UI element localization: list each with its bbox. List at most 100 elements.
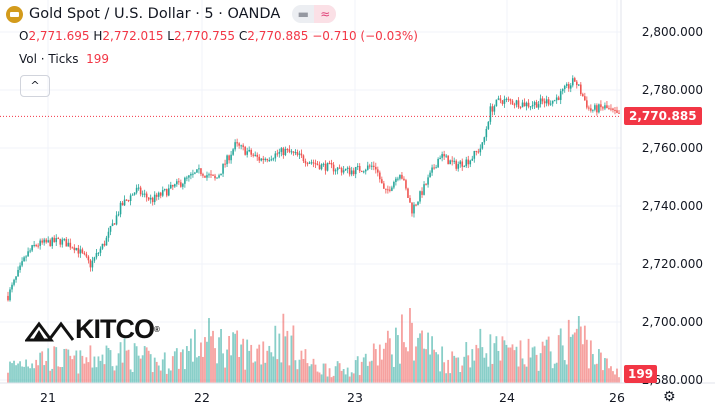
candle-body (606, 105, 608, 109)
candle-body (437, 158, 439, 168)
volume-bar (163, 352, 166, 383)
volume-bar (165, 373, 168, 383)
volume-bar (437, 354, 440, 383)
candle-body (35, 244, 37, 246)
volume-bar (266, 350, 269, 383)
candle-body (395, 178, 397, 183)
volume-bar (384, 342, 387, 383)
x-tick-label: 23 (347, 390, 363, 405)
candle-body (55, 238, 58, 243)
volume-bar (354, 360, 357, 383)
candle-body (182, 183, 184, 187)
candle-body (489, 106, 492, 122)
candle-body (216, 177, 218, 179)
line-style-icon[interactable]: ▬ (297, 7, 309, 21)
volume-bar (589, 340, 592, 383)
volume-bar (254, 361, 257, 383)
candle-body (141, 193, 144, 195)
candle-body (521, 102, 524, 108)
candle-body (266, 158, 269, 161)
candle-body (535, 102, 538, 108)
candle-body (304, 161, 307, 164)
volume-bar (587, 368, 590, 383)
volume-bar (300, 350, 303, 383)
volume-bar (97, 356, 100, 383)
volume-bar (604, 358, 606, 383)
candle-body (159, 192, 162, 196)
candle-body (377, 169, 379, 173)
candle-body (573, 78, 576, 82)
volume-bar (242, 338, 245, 383)
candle-body (461, 161, 464, 167)
candle-body (383, 183, 385, 189)
volume-bar (151, 372, 154, 383)
volume-bar (573, 332, 576, 383)
candle-body (389, 189, 391, 191)
y-tick-label: 2,740.000 (641, 199, 703, 213)
volume-bar (443, 362, 446, 383)
candle-body (39, 240, 41, 246)
volume-bar (409, 308, 411, 383)
candle-body (286, 148, 289, 150)
candle-body (188, 175, 190, 178)
volume-bar (403, 342, 405, 383)
volume-bar (252, 362, 255, 383)
volume-bar (161, 359, 164, 383)
candle-body (228, 155, 230, 161)
volume-bar (314, 364, 317, 383)
volume-bar (585, 339, 588, 383)
volume-bar (189, 338, 192, 383)
candle-body (41, 240, 43, 243)
volume-bar (302, 359, 305, 383)
symbol-header[interactable]: Gold Spot / U.S. Dollar · 5 · OANDA ▬ ≈ (6, 5, 337, 23)
candle-body (306, 163, 309, 165)
volume-bar (455, 357, 458, 383)
candle-body (604, 105, 606, 109)
volume-bar (87, 362, 90, 383)
candle-body (425, 184, 427, 186)
candle-body (366, 165, 369, 170)
volume-bar (210, 336, 212, 383)
volume-bar (417, 337, 419, 383)
candle-body (533, 102, 536, 106)
candle-body (423, 184, 425, 195)
candle-body (93, 257, 96, 261)
candle-body (411, 202, 413, 214)
candle-body (375, 166, 377, 170)
volume-bar (511, 344, 514, 383)
candle-body (336, 167, 339, 171)
candle-body (575, 81, 578, 86)
candle-body (161, 190, 164, 196)
high-value: 2,772.015 (102, 29, 164, 43)
volume-bar (11, 363, 13, 383)
candle-body (463, 166, 466, 168)
volume-bar (507, 347, 510, 383)
candle-body (17, 269, 19, 277)
candle-body (471, 158, 474, 161)
volume-bar (280, 362, 283, 383)
candle-body (433, 167, 435, 169)
volume-bar (600, 352, 602, 383)
candle-body (214, 175, 216, 179)
collapse-legend-button[interactable]: ^ (20, 75, 50, 97)
candle-body (415, 204, 417, 206)
volume-bar (352, 373, 355, 383)
chart-style-toggle[interactable]: ▬ ≈ (292, 5, 337, 23)
ohlc-legend: O2,771.695 H2,772.015 L2,770.755 C2,770.… (19, 29, 418, 43)
candle-body (318, 165, 321, 170)
volume-bar (531, 347, 534, 383)
volume-bar (519, 340, 522, 383)
wave-style-icon[interactable]: ≈ (314, 5, 337, 23)
candle-body (439, 157, 441, 159)
settings-icon[interactable]: ⚙ (663, 389, 676, 405)
x-tick-label: 21 (40, 390, 56, 405)
volume-bar (216, 363, 218, 383)
candle-body (123, 199, 126, 206)
volume-bar (145, 347, 148, 383)
volume-bar (173, 351, 176, 383)
volume-bar (505, 344, 508, 383)
candle-body (475, 150, 478, 152)
candle-body (220, 173, 222, 176)
volume-bar (53, 346, 56, 383)
